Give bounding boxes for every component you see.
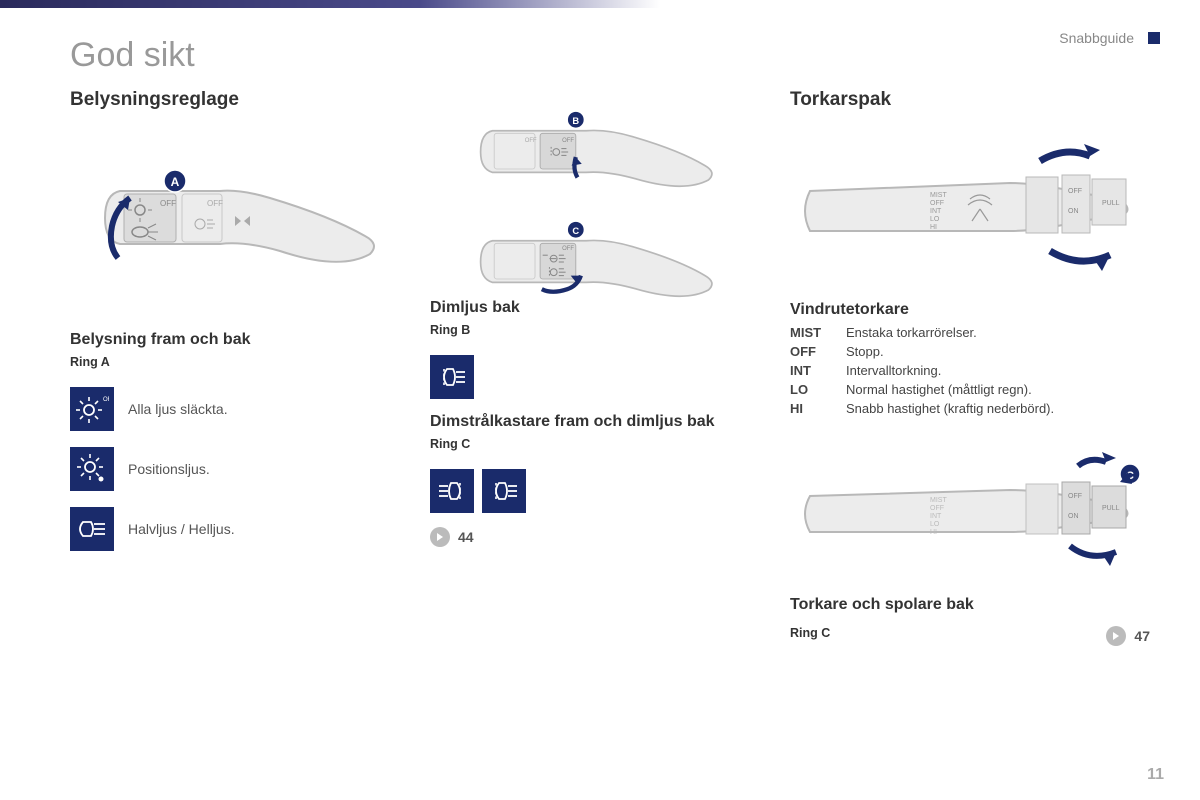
ring-c-label: Ring C (430, 437, 760, 451)
fog-front-rear-heading: Dimstrålkastare fram och dimljus bak (430, 413, 760, 431)
svg-text:OFF: OFF (525, 138, 537, 144)
ring-c-label-right: Ring C (790, 626, 830, 640)
light-item-off: OFF Alla ljus släckta. (70, 387, 400, 431)
light-item-position: Positionsljus. (70, 447, 400, 491)
svg-text:OFF: OFF (207, 199, 223, 208)
page-ref-47: 47 (1106, 626, 1150, 646)
section-marker-icon (1148, 32, 1160, 44)
svg-text:OFF: OFF (103, 397, 109, 403)
top-gradient-bar (0, 0, 1200, 8)
column-lighting: Belysningsreglage OFF OFF A (70, 89, 400, 646)
svg-text:OFF: OFF (160, 199, 176, 208)
svg-text:INT: INT (930, 513, 942, 520)
svg-text:MIST: MIST (930, 497, 947, 504)
page-ref-icon-2 (1106, 626, 1126, 646)
rear-fog-icon-2 (482, 469, 526, 513)
page-title: God sikt (70, 36, 1130, 75)
light-item-off-label: Alla ljus släckta. (128, 401, 228, 417)
svg-text:OFF: OFF (562, 138, 574, 144)
svg-text:OFF: OFF (1068, 188, 1082, 195)
page-ref-44-num: 44 (458, 529, 474, 545)
svg-text:OFF: OFF (1068, 493, 1082, 500)
windscreen-wipers-heading: Vindrutetorkare (790, 301, 1150, 319)
light-item-position-label: Positionsljus. (128, 461, 210, 477)
svg-text:OFF: OFF (562, 246, 574, 252)
lighting-heading: Belysningsreglage (70, 89, 400, 111)
wipers-heading: Torkarspak (790, 89, 1150, 111)
page-ref-47-num: 47 (1134, 628, 1150, 644)
svg-text:HI: HI (930, 224, 937, 231)
page-ref-icon (430, 527, 450, 547)
ring-b-label: Ring B (430, 323, 760, 337)
svg-text:MIST: MIST (930, 192, 947, 199)
ring-a-label: Ring A (70, 355, 400, 369)
svg-text:INT: INT (930, 208, 942, 215)
wiper-stalk-diagram: MIST OFF INT LO HI OFF ON PULL (790, 121, 1150, 291)
svg-text:HI: HI (930, 529, 937, 536)
svg-text:C: C (572, 226, 579, 236)
position-lights-icon (70, 447, 114, 491)
svg-text:A: A (171, 175, 180, 189)
lights-off-icon: OFF (70, 387, 114, 431)
fog-stalks-diagram: OFF OFF B OFF (430, 89, 760, 289)
beam-lights-icon (70, 507, 114, 551)
svg-text:OFF: OFF (930, 200, 944, 207)
lighting-sub: Belysning fram och bak (70, 331, 400, 349)
svg-text:LO: LO (930, 216, 940, 223)
rear-fog-icon (430, 355, 474, 399)
column-fog: OFF OFF B OFF (430, 89, 760, 646)
header-section: Snabbguide (1059, 30, 1160, 46)
wiper-modes-table: MISTEnstaka torkarrörelser. OFFStopp. IN… (790, 325, 1150, 416)
light-item-beam-label: Halvljus / Helljus. (128, 521, 235, 537)
svg-text:ON: ON (1068, 208, 1079, 215)
rear-wiper-heading: Torkare och spolare bak (790, 596, 1150, 614)
svg-text:PULL: PULL (1102, 505, 1120, 512)
svg-text:PULL: PULL (1102, 200, 1120, 207)
section-label: Snabbguide (1059, 30, 1134, 46)
svg-text:OFF: OFF (930, 505, 944, 512)
column-wipers: Torkarspak MIST OFF INT LO HI (790, 89, 1150, 646)
svg-text:ON: ON (1068, 513, 1079, 520)
rear-wiper-stalk-diagram: MISTOFFINTLOHI OFFON PULL C (790, 436, 1150, 586)
light-item-beam: Halvljus / Helljus. (70, 507, 400, 551)
page-number: 11 (1147, 766, 1164, 784)
page-ref-44: 44 (430, 527, 760, 547)
front-fog-icon (430, 469, 474, 513)
svg-text:B: B (572, 116, 579, 126)
svg-text:LO: LO (930, 521, 940, 528)
lighting-stalk-diagram: OFF OFF A (70, 121, 400, 321)
